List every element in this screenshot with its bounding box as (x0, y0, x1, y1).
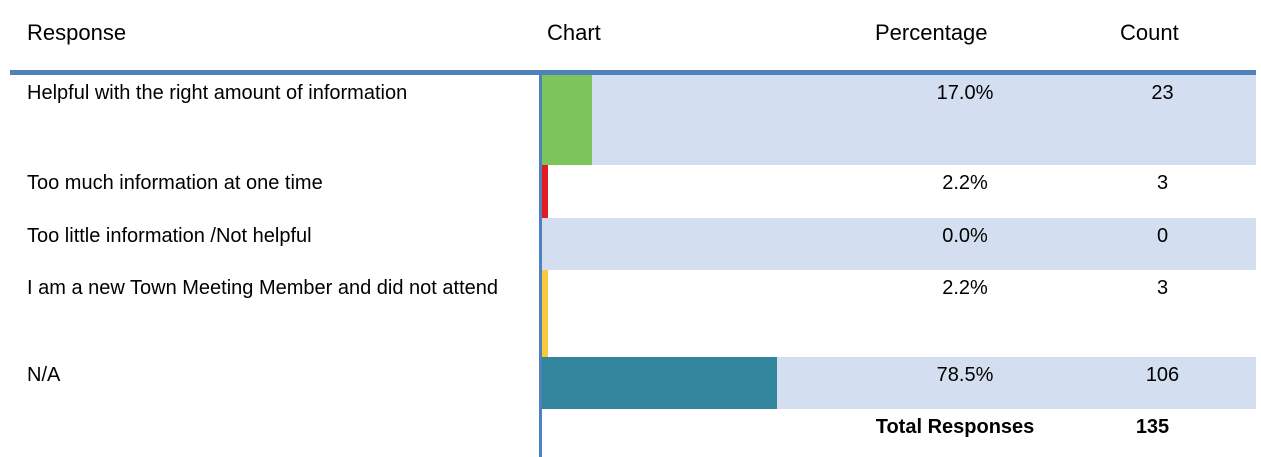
count-label: 3 (1156, 277, 1169, 299)
response-label: Helpful with the right amount of informa… (27, 82, 408, 104)
count-label: 106 (1145, 364, 1180, 386)
total-count: 135 (1135, 416, 1170, 438)
response-label: I am a new Town Meeting Member and did n… (27, 277, 499, 299)
count-label: 3 (1156, 172, 1169, 194)
header-rule (10, 70, 1256, 75)
percentage-label: 2.2% (942, 172, 988, 194)
header-percentage: Percentage (875, 20, 988, 45)
count-label: 0 (1156, 225, 1169, 247)
header-chart: Chart (547, 20, 601, 45)
bar (541, 165, 548, 218)
percentage-label: 0.0% (942, 225, 988, 247)
bar (541, 270, 548, 357)
header-response: Response (27, 20, 127, 45)
bar (541, 75, 592, 165)
percentage-label: 78.5% (936, 364, 994, 386)
total-label: Total Responses (875, 416, 1035, 438)
percentage-label: 17.0% (936, 82, 994, 104)
percentage-label: 2.2% (942, 277, 988, 299)
header-count: Count (1120, 20, 1179, 45)
bar (541, 357, 777, 409)
response-label: Too much information at one time (27, 172, 323, 194)
response-label: N/A (27, 364, 61, 386)
row-background (540, 218, 1256, 270)
count-label: 23 (1151, 82, 1174, 104)
response-label: Too little information /Not helpful (27, 225, 312, 247)
chart-border (539, 72, 542, 457)
row-background (540, 75, 1256, 165)
